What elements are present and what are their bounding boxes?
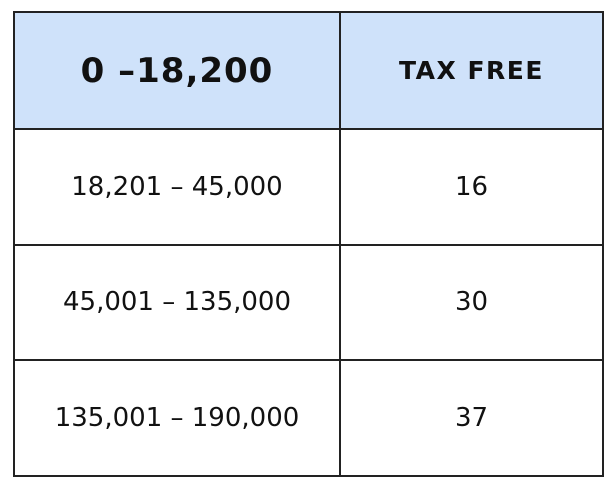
table-row: 18,201 – 45,000 16 [13,128,604,246]
range-cell: 18,201 – 45,000 [13,128,341,246]
header-rate-cell: TAX FREE [339,11,604,130]
rate-cell: 30 [339,243,604,362]
range-cell: 135,001 – 190,000 [13,359,341,477]
table-header-row: 0 –18,200 TAX FREE [13,11,604,130]
rate-cell: 16 [339,128,604,246]
header-range-cell: 0 –18,200 [13,11,341,130]
tax-bracket-table: 0 –18,200 TAX FREE 18,201 – 45,000 16 45… [13,11,604,477]
table-row: 135,001 – 190,000 37 [13,359,604,477]
table-row: 45,001 – 135,000 30 [13,243,604,362]
rate-cell: 37 [339,359,604,477]
range-cell: 45,001 – 135,000 [13,243,341,362]
